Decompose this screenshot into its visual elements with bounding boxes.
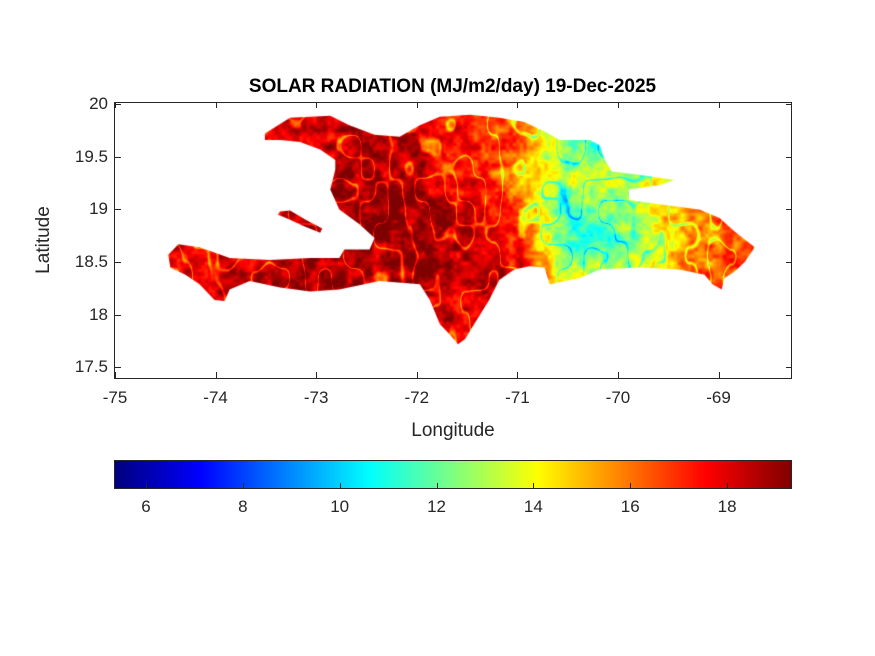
y-tick-label: 18.5 — [74, 252, 108, 272]
y-tick-label: 20 — [89, 94, 108, 114]
colorbar-tick-label: 12 — [427, 497, 447, 516]
y-tick-label: 19 — [89, 199, 108, 219]
y-axis-ticks — [115, 104, 792, 368]
colorbar-tick-label: 16 — [620, 497, 640, 516]
x-tick-label: -71 — [505, 388, 530, 407]
colorbar-tick-label: 6 — [141, 497, 151, 516]
colorbar-frame — [114, 460, 792, 489]
chart-title: SOLAR RADIATION (MJ/m2/day) 19-Dec-2025 — [248, 76, 657, 97]
x-tick-label: -72 — [404, 388, 430, 407]
colorbar-gradient — [115, 461, 792, 488]
x-tick-label: -74 — [203, 388, 228, 407]
x-tick-label: -70 — [605, 388, 631, 407]
y-tick-label: 18 — [89, 304, 108, 324]
x-tick-label: -69 — [706, 388, 731, 407]
colorbar-tick-label: 8 — [238, 497, 248, 516]
y-axis-label: Latitude — [33, 206, 54, 274]
x-axis-label: Longitude — [411, 420, 495, 441]
x-tick-label: -73 — [303, 388, 329, 407]
colorbar — [114, 460, 792, 489]
colorbar-tick-label: 10 — [330, 497, 350, 516]
colorbar-tick-label: 18 — [717, 497, 737, 516]
x-axis-ticks — [115, 102, 720, 378]
y-tick-label: 17.5 — [74, 357, 108, 377]
colorbar-ticks — [146, 483, 728, 488]
plot-area-frame — [114, 102, 792, 379]
y-tick-label: 19.5 — [74, 146, 108, 166]
radiation-heatmap — [115, 102, 792, 378]
colorbar-tick-label: 14 — [523, 497, 543, 516]
radiation-map — [115, 102, 792, 378]
x-tick-label: -75 — [102, 388, 128, 407]
